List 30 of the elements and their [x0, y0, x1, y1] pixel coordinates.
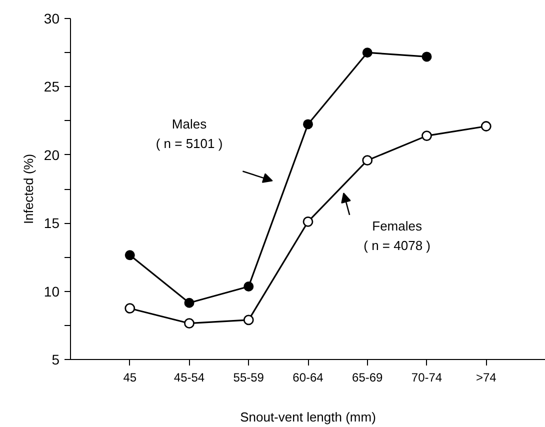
y-axis-title: Infected (%)	[20, 154, 36, 224]
annotation: Females ( n = 4078 )	[364, 218, 430, 254]
point	[362, 48, 372, 58]
x-tick-label: 45-54	[174, 370, 205, 384]
x-axis-title: Snout-vent length (mm)	[240, 410, 376, 424]
annotation: Males ( n = 5101 )	[156, 116, 223, 151]
point	[243, 314, 254, 326]
x-tick-label: 65-69	[352, 370, 384, 384]
point	[362, 155, 373, 166]
point	[302, 216, 314, 227]
point	[184, 298, 194, 308]
point	[124, 250, 135, 260]
point	[303, 119, 313, 130]
y-tick-label: 20	[44, 146, 60, 163]
point	[480, 121, 492, 132]
point	[422, 52, 432, 62]
y-tick-label: 5	[52, 352, 60, 368]
point	[124, 303, 136, 314]
x-tick-label: 70-74	[411, 370, 442, 384]
point	[244, 282, 254, 292]
x-tick-label: 55-59	[233, 370, 264, 384]
y-tick-label: 15	[44, 215, 60, 232]
point	[184, 318, 194, 329]
x-tick-label: 60-64	[292, 370, 324, 384]
y-tick-label: 10	[44, 283, 60, 300]
x-tick-label: 45	[123, 370, 137, 384]
y-tick-label: 30	[44, 10, 60, 26]
point	[422, 130, 432, 141]
x-tick-label: >74	[476, 370, 497, 384]
y-tick-label: 25	[44, 78, 60, 95]
